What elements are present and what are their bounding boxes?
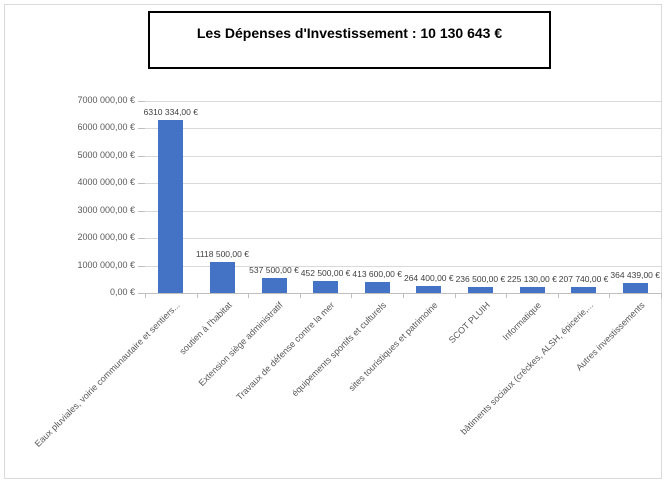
y-gridline [145, 210, 661, 212]
x-axis-tick [403, 293, 404, 298]
y-axis-tick [138, 210, 145, 212]
data-label: 364 439,00 € [610, 270, 661, 280]
x-axis-tick [248, 293, 250, 298]
x-axis-tick [661, 293, 662, 298]
x-axis-tick [557, 293, 559, 298]
bar-8[interactable] [519, 286, 545, 293]
y-axis-label: 2000 000,00 € [77, 232, 135, 243]
data-label: 6310 334,00 € [143, 106, 198, 117]
y-axis-tick [138, 155, 145, 157]
bar-1[interactable] [158, 119, 184, 293]
data-label: 413 600,00 € [352, 268, 403, 279]
bar-3[interactable] [261, 278, 287, 293]
data-label: 1118 500,00 € [195, 249, 249, 260]
y-gridline [145, 265, 661, 267]
bar-10[interactable] [622, 283, 648, 293]
chart-title: Les Dépenses d'Investissement : 10 130 6… [196, 25, 503, 41]
y-gridline [145, 101, 661, 102]
chart-frame [4, 4, 662, 479]
data-label: 452 500,00 € [300, 267, 351, 278]
bar-4[interactable] [313, 280, 339, 293]
y-gridline [145, 128, 661, 130]
data-label: 537 500,00 € [249, 265, 299, 276]
data-label: 264 400,00 € [403, 272, 454, 283]
bar-2[interactable] [209, 262, 235, 293]
y-gridline [145, 183, 661, 185]
x-axis-tick [299, 293, 301, 298]
y-axis-tick [138, 293, 145, 294]
y-axis-label: 5000 000,00 € [77, 149, 135, 160]
y-axis-label: 0,00 € [109, 287, 135, 297]
y-axis-label: 7000 000,00 € [77, 95, 135, 105]
bar-9[interactable] [571, 287, 597, 293]
x-axis-tick [196, 293, 198, 298]
y-gridline [145, 155, 661, 157]
y-axis-tick [138, 238, 145, 240]
bar-7[interactable] [467, 286, 493, 293]
x-axis-tick [506, 293, 508, 298]
data-label: 225 130,00 € [507, 273, 557, 284]
y-axis-tick [138, 265, 145, 267]
y-gridline [145, 238, 661, 240]
y-axis-label: 4000 000,00 € [77, 177, 135, 188]
x-axis-tick [454, 293, 456, 298]
y-axis-tick [138, 128, 145, 130]
bar-6[interactable] [416, 285, 442, 293]
y-axis-label: 6000 000,00 € [77, 122, 135, 133]
y-axis-tick [138, 101, 145, 102]
x-axis-tick [351, 293, 353, 298]
y-axis-label: 3000 000,00 € [77, 204, 135, 215]
y-axis-tick [138, 183, 145, 185]
data-label: 207 740,00 € [558, 274, 609, 285]
chart-title-box[interactable]: Les Dépenses d'Investissement : 10 130 6… [148, 11, 551, 69]
x-axis-tick [609, 293, 611, 298]
y-axis-label: 1000 000,00 € [77, 259, 135, 270]
bar-5[interactable] [364, 281, 390, 293]
x-axis-tick [145, 293, 146, 298]
data-label: 236 500,00 € [455, 273, 506, 284]
